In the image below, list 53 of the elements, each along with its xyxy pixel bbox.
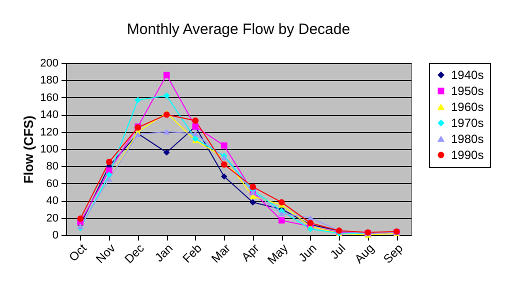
point: [220, 173, 228, 180]
point: [307, 226, 314, 232]
x-tick-label: Aug: [352, 241, 377, 266]
point: [250, 184, 256, 190]
x-tick-label: Mar: [208, 241, 234, 266]
x-tick-label: May: [264, 241, 291, 268]
point: [278, 199, 285, 206]
y-tick-label: 100: [40, 144, 58, 156]
legend-label: 1940s: [451, 68, 484, 82]
y-tick-label: 20: [46, 212, 58, 224]
legend-label: 1980s: [451, 132, 484, 146]
point: [106, 172, 112, 178]
y-tick-label: 60: [46, 178, 58, 190]
point: [307, 215, 314, 221]
y-tick-label: 200: [40, 58, 58, 70]
y-tick-label: 40: [46, 195, 58, 208]
y-axis-title: Flow (CFS): [21, 116, 36, 184]
chart-title: Monthly Average Flow by Decade: [126, 21, 350, 38]
legend-label: 1990s: [451, 148, 484, 162]
point: [220, 142, 228, 149]
x-tick-label: Oct: [66, 240, 90, 264]
legend-label: 1950s: [451, 84, 484, 98]
point: [250, 199, 256, 206]
y-tick-label: 80: [46, 160, 58, 173]
y-tick-label: 140: [40, 109, 58, 122]
x-tick-label: Apr: [238, 241, 262, 264]
point: [163, 129, 170, 135]
point: [278, 210, 285, 216]
point: [163, 149, 170, 156]
point: [192, 117, 199, 124]
y-tick-label: 160: [40, 92, 58, 104]
x-tick-label: Sep: [380, 240, 406, 266]
legend-label: 1960s: [451, 100, 484, 114]
point: [192, 130, 199, 136]
point: [278, 217, 285, 224]
point: [163, 72, 170, 78]
x-tick-label: Jul: [327, 241, 348, 262]
x-tick-label: Feb: [180, 240, 205, 266]
point: [77, 216, 84, 222]
point: [106, 158, 112, 166]
point: [163, 92, 170, 99]
point: [106, 167, 112, 174]
y-tick-label: 180: [40, 74, 58, 87]
point: [250, 194, 256, 200]
x-tick-label: Dec: [122, 241, 147, 266]
point: [134, 96, 142, 104]
x-tick-label: Nov: [93, 241, 118, 266]
y-tick-label: 0: [52, 230, 58, 242]
point: [220, 161, 228, 168]
x-tick-label: Jan: [152, 241, 176, 265]
x-tick-label: Jun: [296, 241, 320, 265]
y-tick-label: 120: [40, 126, 58, 138]
legend-label: 1970s: [451, 116, 484, 130]
